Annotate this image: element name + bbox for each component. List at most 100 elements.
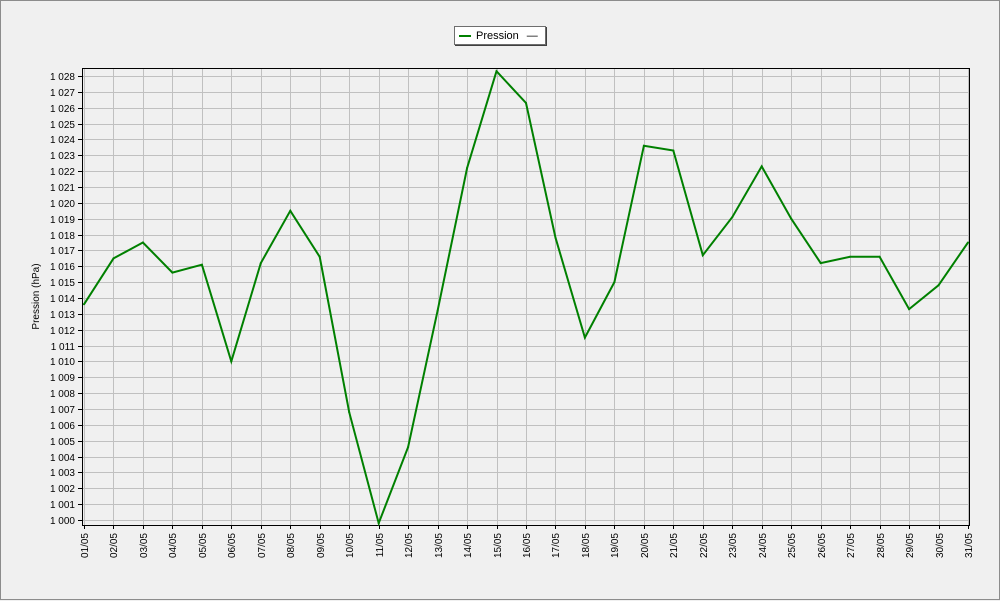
data-point	[672, 149, 675, 152]
y-tick-label: 1 015	[50, 278, 75, 289]
y-tick-label: 1 001	[50, 500, 75, 511]
y-tick-label: 1 020	[50, 199, 75, 210]
y-tick-label: 1 018	[50, 231, 75, 242]
data-point	[348, 411, 351, 414]
data-point	[554, 236, 557, 239]
y-tick-label: 1 017	[50, 246, 75, 257]
x-tick-label: 27/05	[846, 533, 857, 558]
x-tick-label: 20/05	[640, 533, 651, 558]
data-point	[377, 522, 380, 525]
legend-swatch-pression	[459, 34, 471, 37]
x-tick-label: 26/05	[817, 533, 828, 558]
data-point	[937, 284, 940, 287]
data-point	[112, 257, 115, 260]
y-tick-label: 1 010	[50, 357, 75, 368]
y-tick-label: 1 011	[51, 342, 76, 353]
x-tick-label: 25/05	[787, 533, 798, 558]
data-point	[908, 308, 911, 311]
x-tick-label: 23/05	[728, 533, 739, 558]
x-tick-label: 10/05	[345, 533, 356, 558]
x-tick-label: 06/05	[227, 533, 238, 558]
x-tick-label: 01/05	[80, 533, 91, 558]
y-tick-label: 1 023	[50, 151, 75, 162]
x-tick-label: 02/05	[109, 533, 120, 558]
data-point	[407, 446, 410, 449]
data-point	[701, 254, 704, 257]
x-tick-label: 12/05	[404, 533, 415, 558]
data-point	[819, 262, 822, 265]
data-point	[289, 209, 292, 212]
y-tick-label: 1 024	[50, 135, 75, 146]
x-tick-label: 18/05	[581, 533, 592, 558]
x-tick-label: 14/05	[463, 533, 474, 558]
data-point	[878, 255, 881, 258]
data-point	[613, 281, 616, 284]
data-point	[495, 70, 498, 73]
x-tick-label: 24/05	[758, 533, 769, 558]
data-point	[466, 167, 469, 169]
y-tick-label: 1 027	[50, 88, 75, 99]
y-tick-label: 1 004	[50, 453, 75, 464]
y-tick-label: 1 012	[50, 326, 75, 337]
data-point	[436, 309, 439, 312]
y-tick-label: 1 025	[50, 120, 75, 131]
x-tick-label: 21/05	[669, 533, 680, 558]
x-tick-label: 11/05	[375, 533, 386, 558]
y-tick-label: 1 016	[50, 262, 75, 273]
series-layer	[83, 69, 969, 527]
legend-label-pression: Pression	[476, 29, 519, 42]
x-tick-label: 22/05	[699, 533, 710, 558]
grid-lines	[82, 68, 969, 525]
data-point	[171, 271, 174, 274]
y-tick-label: 1 003	[50, 468, 75, 479]
y-tick-label: 1 009	[50, 373, 75, 384]
y-tick-label: 1 021	[50, 183, 75, 194]
y-tick-label: 1 028	[50, 72, 75, 83]
y-tick-label: 1 008	[50, 389, 75, 400]
y-tick-label: 1 026	[50, 104, 75, 115]
x-tick-label: 09/05	[316, 533, 327, 558]
x-tick-label: 03/05	[139, 533, 150, 558]
y-tick-label: 1 013	[50, 310, 75, 321]
y-tick-label: 1 022	[50, 167, 75, 178]
x-axis-ticks: 01/05 02/05 03/05 04/05 05/05 06/05 07/05 08/05…	[80, 525, 975, 558]
y-tick-label: 1 006	[50, 421, 75, 432]
data-point	[849, 255, 852, 258]
x-tick-label: 13/05	[434, 533, 445, 558]
y-tick-label: 1 000	[50, 516, 75, 527]
data-point	[141, 241, 144, 244]
x-tick-label: 31/05	[964, 533, 975, 558]
x-tick-label: 07/05	[257, 533, 268, 558]
y-tick-label: 1 019	[50, 215, 75, 226]
x-tick-label: 30/05	[935, 533, 946, 558]
x-tick-label: 04/05	[168, 533, 179, 558]
data-point	[731, 216, 734, 219]
data-point	[967, 241, 969, 244]
legend-suffix: —	[526, 29, 538, 42]
data-point	[230, 360, 233, 363]
data-point	[583, 336, 586, 339]
y-tick-label: 1 014	[50, 294, 75, 305]
data-point	[259, 262, 262, 265]
x-tick-label: 28/05	[876, 533, 887, 558]
data-point	[318, 255, 321, 258]
x-tick-label: 19/05	[610, 533, 621, 558]
data-point	[642, 144, 645, 147]
x-tick-label: 08/05	[286, 533, 297, 558]
x-tick-label: 15/05	[493, 533, 504, 558]
y-tick-label: 1 005	[50, 437, 75, 448]
x-tick-label: 16/05	[522, 533, 533, 558]
y-tick-label: 1 007	[50, 405, 75, 416]
data-point	[525, 102, 527, 104]
y-axis-ticks: 1 000 1 001 1 002 1 003 1 004 1 005 1 006 1 007…	[50, 72, 82, 527]
y-tick-label: 1 002	[50, 484, 75, 495]
x-tick-label: 29/05	[905, 533, 916, 558]
y-axis-title: Pression (hPa)	[31, 263, 42, 329]
data-point	[200, 263, 203, 266]
data-point	[760, 165, 763, 168]
data-point	[83, 303, 85, 306]
legend: Pression —	[454, 26, 546, 45]
x-tick-label: 17/05	[551, 533, 562, 558]
